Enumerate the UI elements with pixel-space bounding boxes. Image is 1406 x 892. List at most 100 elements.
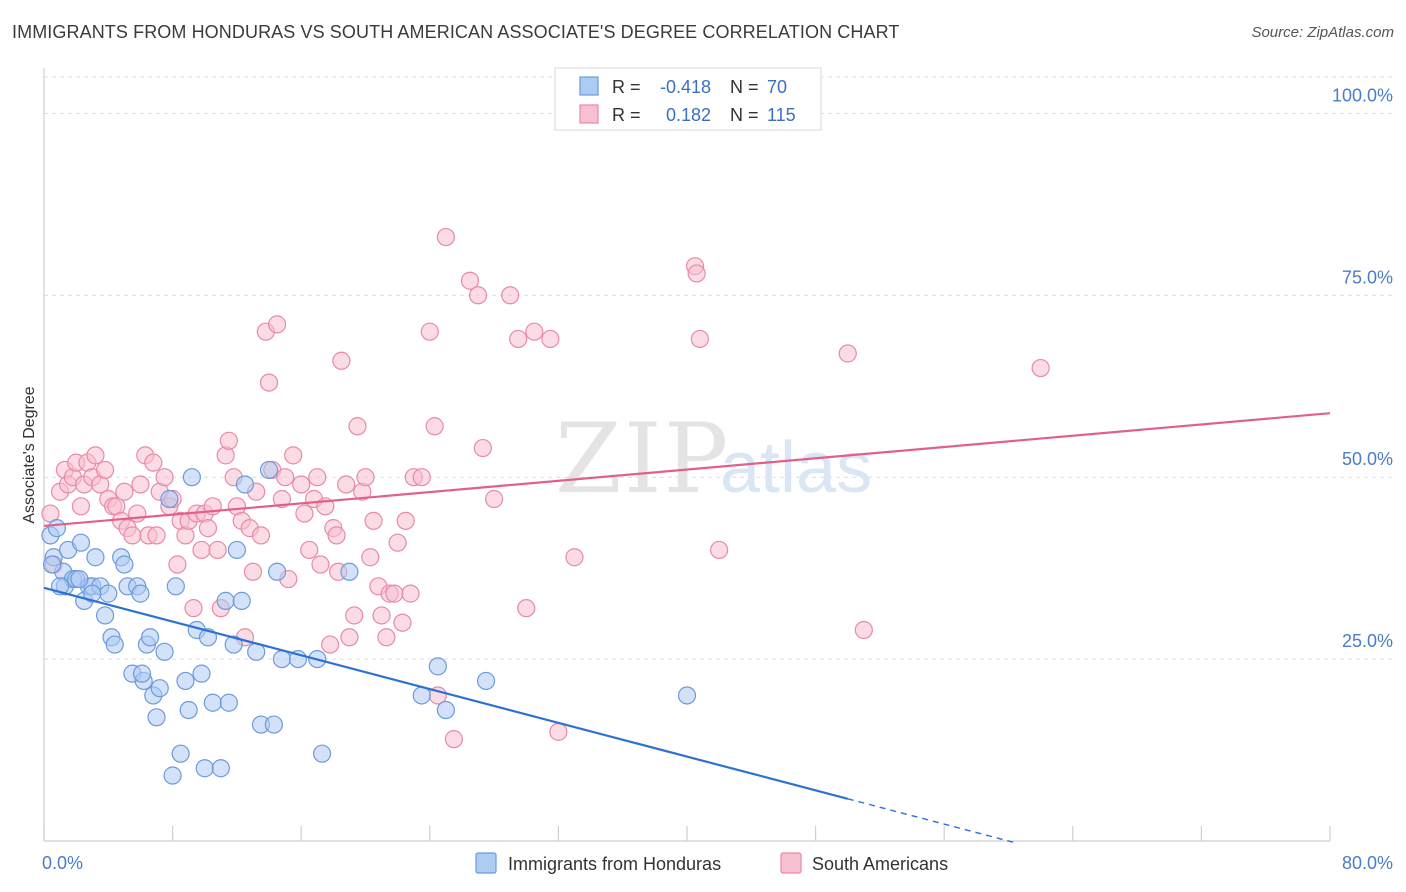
data-point bbox=[160, 489, 179, 509]
data-point bbox=[147, 708, 166, 727]
data-point bbox=[425, 417, 444, 436]
data-point bbox=[428, 657, 447, 676]
watermark-zip: ZIP bbox=[555, 403, 730, 515]
data-point bbox=[838, 344, 857, 363]
data-point bbox=[192, 540, 211, 560]
bottom-legend-swatch bbox=[475, 852, 497, 874]
data-point bbox=[155, 642, 174, 661]
data-point bbox=[184, 599, 203, 618]
data-point bbox=[105, 635, 124, 654]
data-point bbox=[176, 671, 195, 691]
data-point bbox=[131, 475, 150, 494]
legend-n-value: 70 bbox=[767, 77, 787, 97]
data-point bbox=[476, 671, 496, 691]
data-point bbox=[219, 693, 238, 712]
data-point bbox=[284, 446, 303, 465]
watermark-atlas: atlas bbox=[720, 428, 872, 508]
data-point bbox=[332, 351, 351, 370]
data-point bbox=[517, 599, 536, 618]
stats-legend-box bbox=[554, 67, 822, 131]
data-point bbox=[687, 264, 706, 283]
data-point bbox=[140, 628, 160, 647]
data-point bbox=[444, 730, 464, 749]
data-point bbox=[327, 526, 346, 545]
data-point bbox=[227, 540, 246, 560]
data-point bbox=[485, 489, 504, 509]
data-point bbox=[565, 548, 584, 567]
data-point bbox=[264, 715, 283, 734]
data-point bbox=[549, 722, 568, 741]
legend-n-label: N = bbox=[730, 105, 759, 125]
data-point bbox=[276, 468, 295, 487]
data-point bbox=[364, 511, 383, 530]
data-point bbox=[166, 577, 185, 596]
y-tick-label: 50.0% bbox=[1342, 449, 1393, 469]
data-point bbox=[163, 766, 182, 785]
data-point bbox=[393, 613, 412, 632]
data-point bbox=[128, 504, 147, 523]
data-point bbox=[541, 329, 560, 349]
y-axis-title: Associate's Degree bbox=[21, 386, 38, 523]
data-point bbox=[86, 548, 105, 567]
data-point bbox=[311, 555, 330, 574]
y-tick-label: 75.0% bbox=[1342, 267, 1393, 287]
y-tick-label: 25.0% bbox=[1342, 631, 1393, 651]
data-point bbox=[468, 286, 488, 305]
data-point bbox=[203, 693, 222, 712]
data-point bbox=[123, 526, 142, 545]
data-point bbox=[132, 664, 152, 683]
data-point bbox=[115, 482, 134, 501]
data-point bbox=[340, 562, 359, 581]
data-point bbox=[70, 569, 89, 589]
bottom-legend-label: Immigrants from Honduras bbox=[508, 854, 721, 874]
data-point bbox=[345, 606, 364, 625]
data-point bbox=[272, 489, 292, 509]
stats-legend: R = -0.418 N = 70 R = 0.182 N = 115 bbox=[554, 67, 822, 131]
data-point bbox=[179, 700, 198, 720]
data-point bbox=[71, 533, 91, 552]
data-point bbox=[361, 548, 380, 567]
data-point bbox=[436, 227, 455, 247]
data-point bbox=[677, 686, 697, 705]
legend-swatch bbox=[579, 104, 599, 124]
data-point bbox=[372, 606, 391, 625]
bottom-legend: Immigrants from Honduras South Americans bbox=[475, 852, 948, 874]
data-point bbox=[854, 620, 873, 640]
data-point bbox=[710, 540, 729, 560]
trend-line bbox=[43, 412, 1331, 528]
data-point bbox=[232, 591, 251, 610]
legend-r-label: R = bbox=[612, 105, 641, 125]
trend-line-extension bbox=[847, 798, 1017, 844]
legend-r-value: -0.418 bbox=[660, 77, 711, 97]
data-point bbox=[150, 679, 169, 698]
data-point bbox=[300, 540, 319, 560]
data-point bbox=[198, 519, 218, 538]
data-point bbox=[267, 315, 287, 334]
data-point bbox=[115, 555, 134, 574]
chart-title: IMMIGRANTS FROM HONDURAS VS SOUTH AMERIC… bbox=[12, 22, 900, 42]
data-point bbox=[420, 322, 439, 341]
data-point bbox=[388, 533, 407, 552]
x-tick-label: 0.0% bbox=[42, 853, 83, 873]
axis-layer: 0.0% 80.0% bbox=[42, 68, 1393, 873]
data-point bbox=[182, 468, 201, 487]
data-point bbox=[473, 438, 492, 458]
data-point bbox=[690, 329, 709, 349]
data-point bbox=[525, 322, 544, 341]
data-point bbox=[312, 744, 332, 763]
data-point bbox=[401, 584, 420, 603]
data-point bbox=[192, 664, 211, 683]
data-point bbox=[385, 584, 404, 603]
legend-r-value: 0.182 bbox=[666, 105, 711, 125]
data-point bbox=[224, 635, 243, 654]
data-point bbox=[168, 555, 187, 574]
data-point bbox=[356, 468, 375, 487]
data-point bbox=[295, 504, 314, 523]
data-point bbox=[47, 519, 66, 538]
data-point bbox=[195, 759, 214, 778]
data-point bbox=[211, 759, 230, 778]
series-honduras-points bbox=[41, 460, 697, 785]
data-point bbox=[251, 526, 271, 545]
data-point bbox=[337, 475, 356, 494]
